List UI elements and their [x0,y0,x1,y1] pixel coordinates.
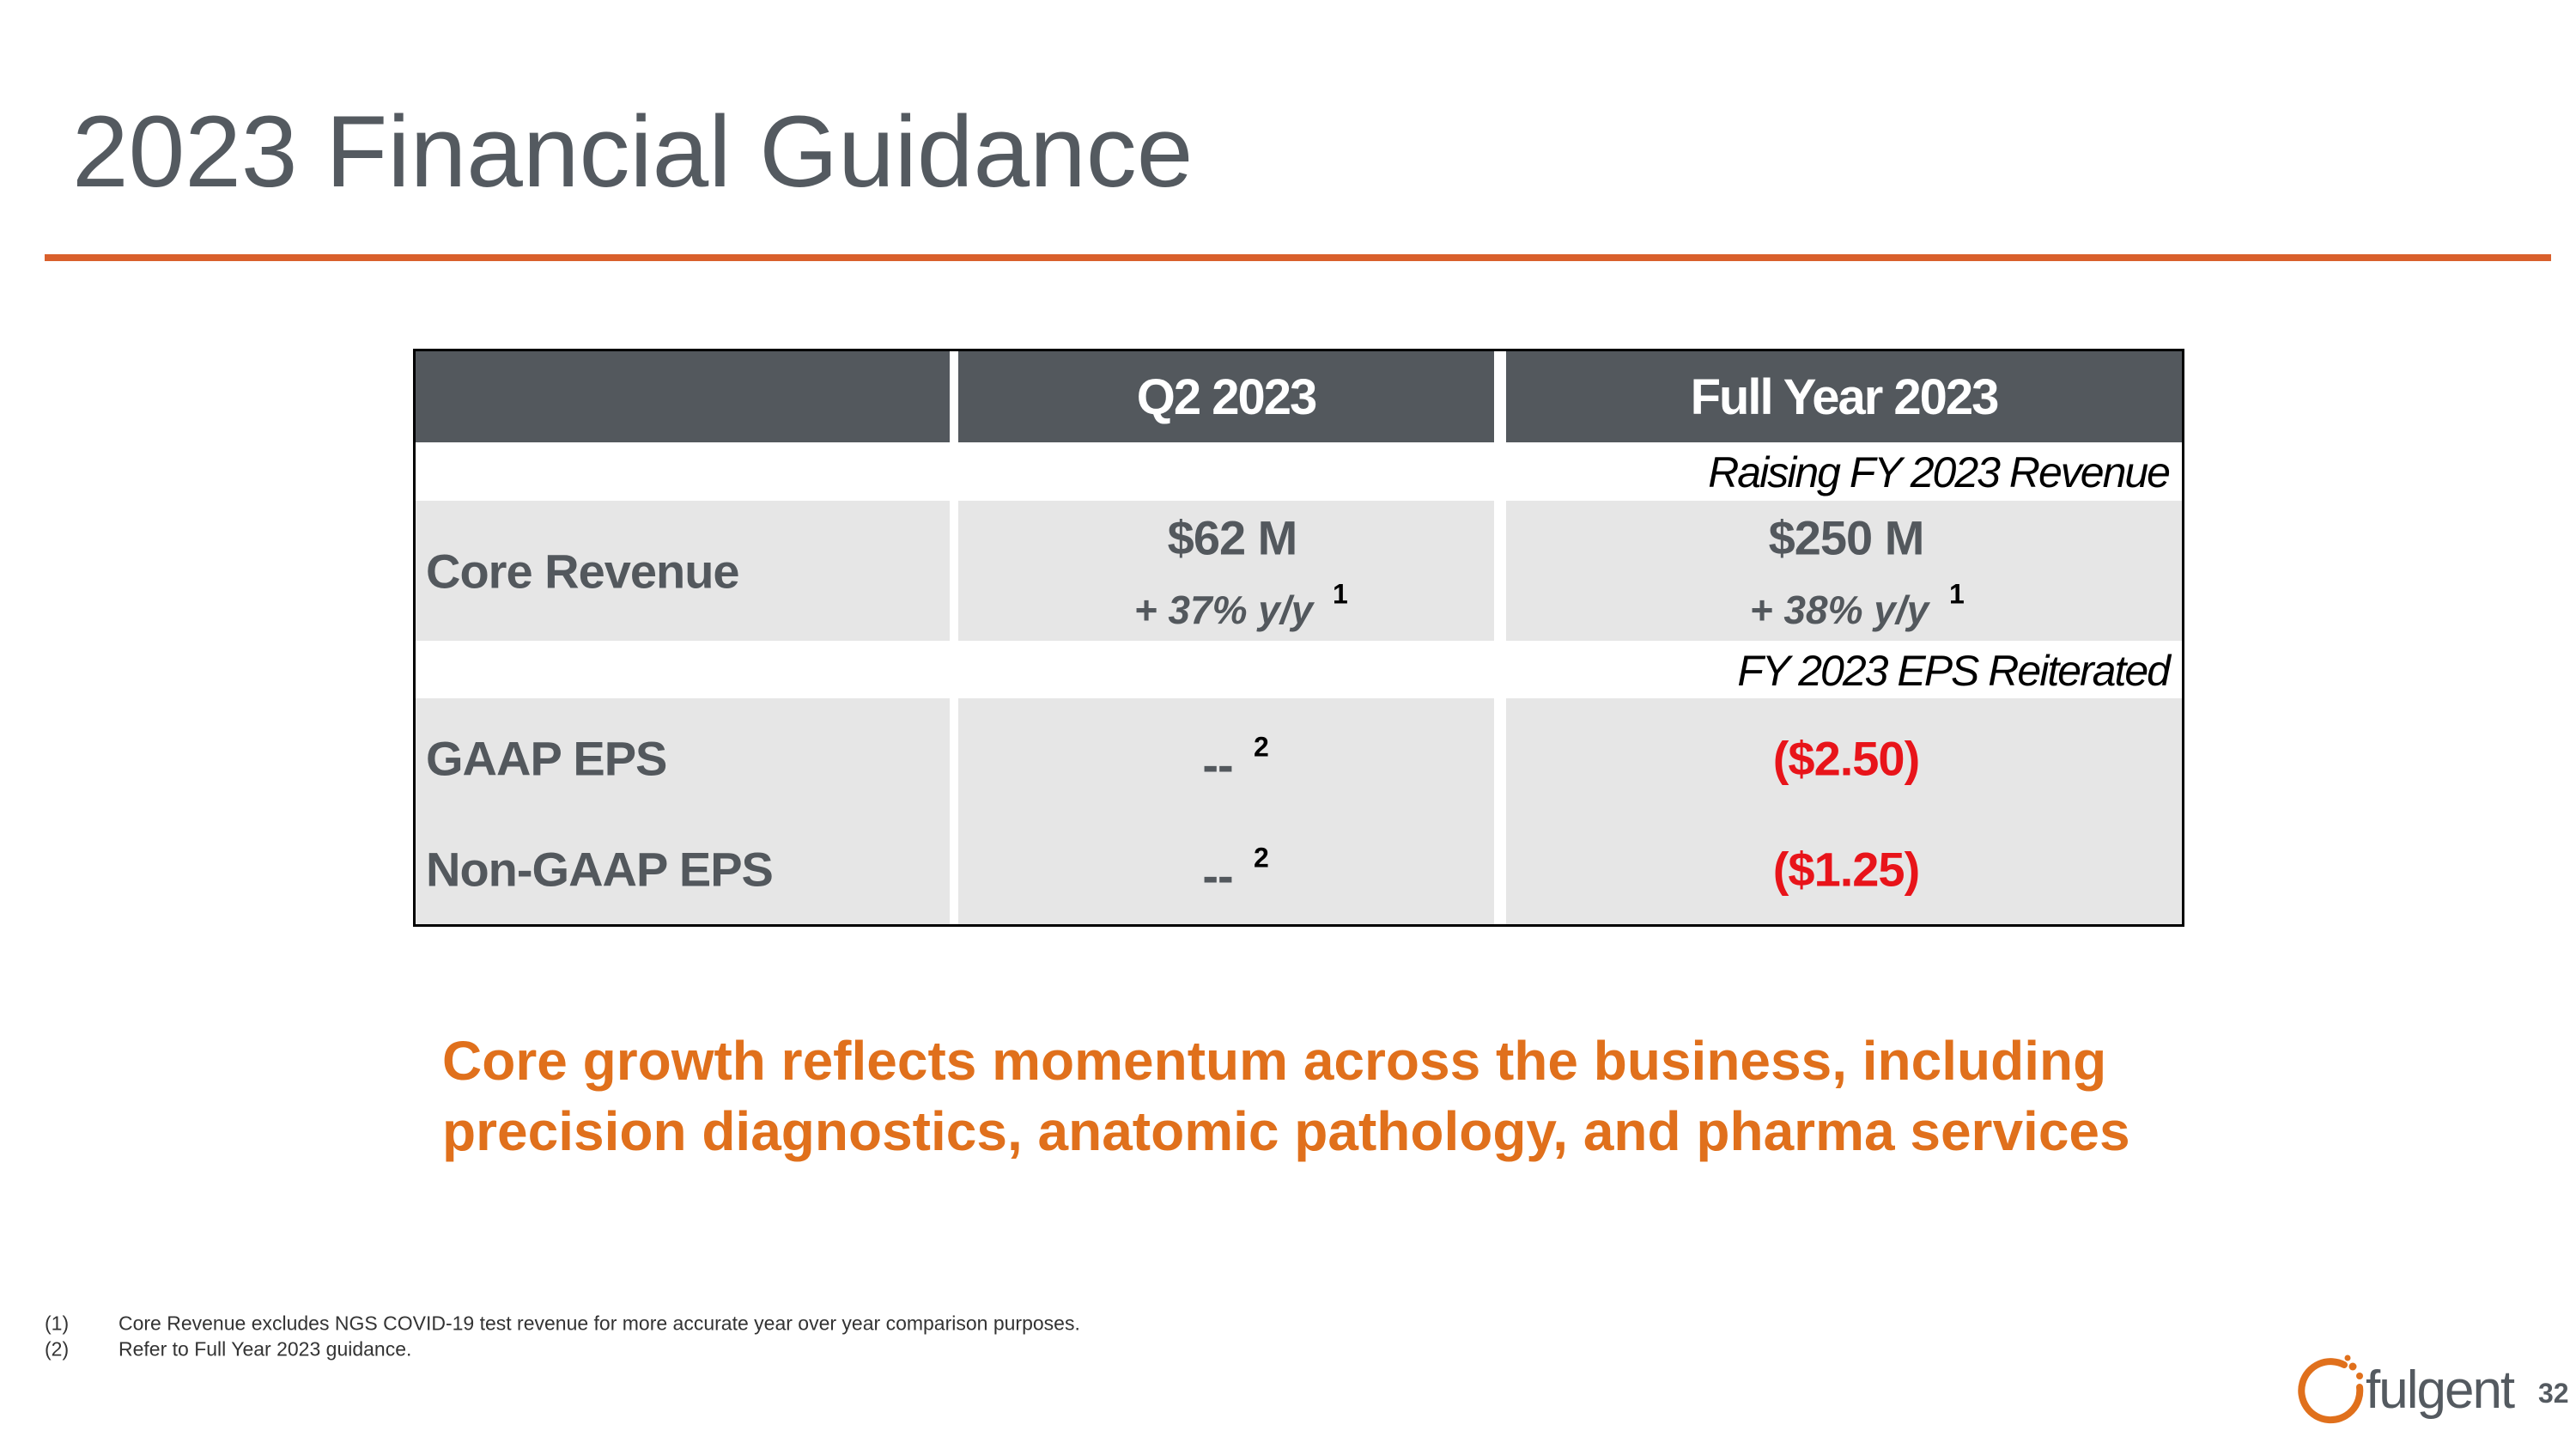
fy-growth: + 38% y/y [1749,588,1929,632]
footnote-ref: 2 [1254,731,1269,763]
title-rule [45,254,2551,261]
footnote-ref: 2 [1254,842,1269,874]
key-message: precision diagnostics, anatomic patholog… [442,1100,2130,1162]
cell [416,501,950,641]
header-cell: Full Year 2023 [1506,351,2182,442]
footnote-text: Core Revenue excludes NGS COVID-19 test … [118,1312,1080,1335]
eps-note: FY 2023 EPS Reiterated [1737,647,2171,695]
key-message: Core growth reflects momentum across the… [442,1030,2107,1092]
q2-eps: -- [1202,848,1233,903]
footnote-marker: (2) [45,1337,70,1361]
fy-eps: ($1.25) [1772,842,1920,897]
page-number: 32 [2538,1378,2569,1409]
fy-eps: ($2.50) [1772,731,1920,786]
header-cell [416,351,950,442]
q2-eps: -- [1202,737,1233,792]
q2-revenue: $62 M [1167,510,1298,565]
logo-text: fulgent [2366,1361,2515,1420]
footnote-text: Refer to Full Year 2023 guidance. [118,1337,412,1361]
logo-mark [2298,1355,2364,1424]
fy-revenue: $250 M [1768,510,1925,565]
q2-growth: + 37% y/y [1133,588,1314,632]
footnote-marker: (1) [45,1312,70,1335]
header-cell: Q2 2023 [958,351,1494,442]
cell [958,501,1494,641]
row-label: GAAP EPS [426,731,667,786]
footnote-ref: 1 [1333,578,1348,610]
revenue-note: Raising FY 2023 Revenue [1708,448,2171,496]
cell [1506,501,2182,641]
footnote-ref: 1 [1949,578,1965,610]
row-label: Non-GAAP EPS [426,842,774,897]
row-label: Core Revenue [426,544,740,599]
cell [416,698,950,924]
slide-title: 2023 Financial Guidance [72,95,1194,209]
cell [1506,698,2182,924]
cell [958,698,1494,924]
